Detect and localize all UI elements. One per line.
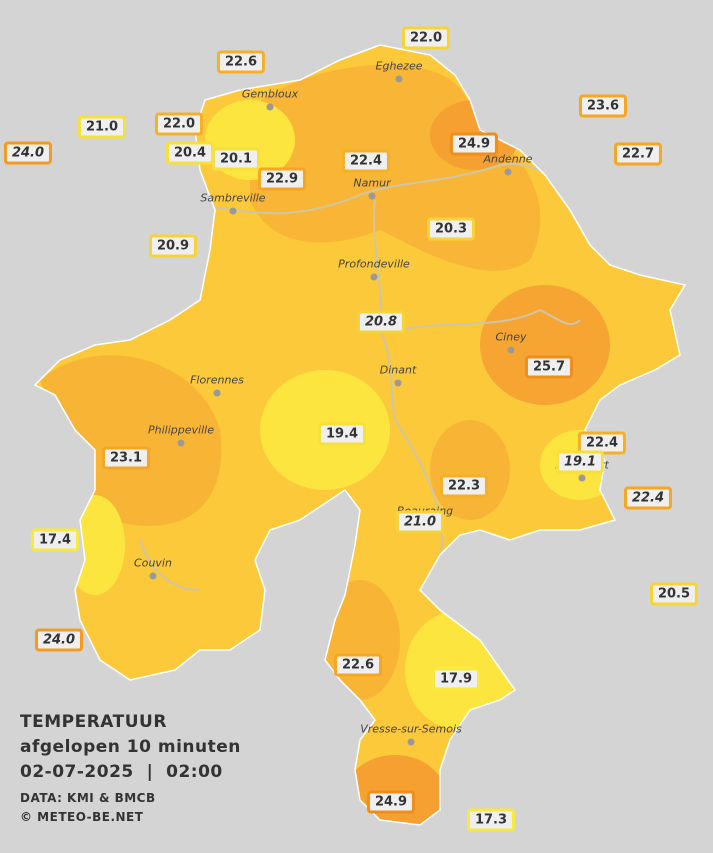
- city-dot: [370, 273, 378, 281]
- station-reading: 17.3: [466, 808, 516, 832]
- station-reading: 22.7: [613, 142, 663, 166]
- datetime: 02-07-2025 | 02:00: [20, 762, 223, 782]
- city-dot: [213, 389, 221, 397]
- station-reading: 22.4: [341, 149, 391, 173]
- station-reading: 19.1: [555, 450, 605, 474]
- station-reading: 23.6: [578, 94, 628, 118]
- city-label: Andenne: [483, 152, 533, 166]
- city-label: Eghezee: [375, 59, 423, 73]
- station-reading: 21.0: [77, 115, 127, 139]
- city-dot: [368, 192, 376, 200]
- city-dot: [229, 207, 237, 215]
- city-dot: [177, 439, 185, 447]
- station-reading: 23.1: [101, 446, 151, 470]
- station-reading: 17.4: [30, 528, 80, 552]
- station-reading: 21.0: [395, 510, 445, 534]
- city-label: Profondeville: [338, 257, 410, 271]
- station-reading: 24.0: [3, 141, 53, 165]
- station-reading: 17.9: [431, 667, 481, 691]
- station-reading: 24.9: [449, 132, 499, 156]
- city-label: Florennes: [190, 373, 244, 387]
- station-reading: 19.4: [317, 422, 367, 446]
- station-reading: 22.6: [216, 50, 266, 74]
- station-reading: 20.3: [426, 217, 476, 241]
- city-label: Vresse-sur-Semois: [360, 722, 462, 736]
- copyright: © METEO-BE.NET: [20, 810, 144, 824]
- city-dot: [394, 379, 402, 387]
- station-reading: 24.0: [34, 628, 84, 652]
- city-label: Dinant: [379, 363, 417, 377]
- city-label: Philippeville: [148, 423, 214, 437]
- city-dot: [578, 474, 586, 482]
- station-reading: 20.8: [356, 310, 406, 334]
- subtitle: afgelopen 10 minuten: [20, 737, 241, 757]
- station-reading: 24.9: [366, 790, 416, 814]
- city-label: Sambreville: [200, 191, 266, 205]
- city-label: Ciney: [495, 330, 527, 344]
- station-reading: 20.9: [148, 234, 198, 258]
- legend: TEMPERATUUR afgelopen 10 minuten 02-07-2…: [20, 710, 241, 827]
- station-reading: 22.6: [333, 653, 383, 677]
- station-reading: 25.7: [524, 355, 574, 379]
- city-label: Namur: [353, 176, 391, 190]
- city-label: Gembloux: [241, 87, 299, 101]
- station-reading: 22.0: [401, 26, 451, 50]
- station-reading: 22.3: [439, 474, 489, 498]
- city-dot: [507, 346, 515, 354]
- station-reading: 20.4: [165, 141, 215, 165]
- city-dot: [266, 103, 274, 111]
- city-label: Couvin: [134, 556, 172, 570]
- city-dot: [395, 75, 403, 83]
- source: DATA: KMI & BMCB: [20, 791, 156, 805]
- city-dot: [504, 168, 512, 176]
- station-reading: 20.1: [211, 147, 261, 171]
- city-dot: [149, 572, 157, 580]
- station-reading: 22.0: [154, 112, 204, 136]
- station-reading: 20.5: [649, 582, 699, 606]
- city-dot: [407, 738, 415, 746]
- title: TEMPERATUUR: [20, 712, 167, 732]
- station-reading: 22.9: [257, 167, 307, 191]
- station-reading: 22.4: [623, 486, 673, 510]
